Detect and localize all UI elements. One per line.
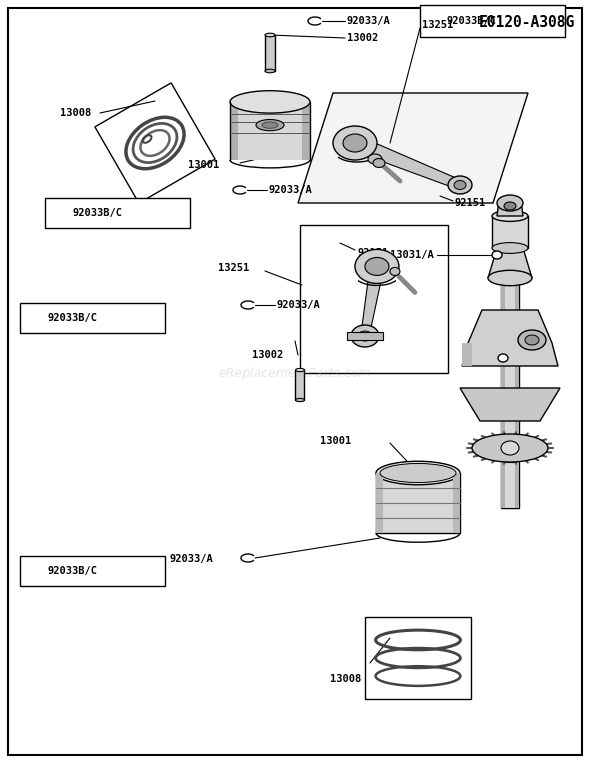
Ellipse shape [262,122,278,128]
Ellipse shape [492,243,528,253]
Polygon shape [462,310,558,366]
Polygon shape [298,93,528,203]
Ellipse shape [365,257,389,275]
Ellipse shape [380,463,456,482]
Polygon shape [230,102,310,160]
Ellipse shape [448,176,472,194]
Polygon shape [460,388,560,421]
Ellipse shape [355,250,399,283]
Ellipse shape [498,354,508,362]
Text: 13008: 13008 [330,674,361,684]
Polygon shape [503,462,517,508]
Polygon shape [95,83,215,203]
Ellipse shape [376,462,460,485]
Text: 92033B/C: 92033B/C [72,208,122,218]
Polygon shape [488,248,532,278]
Text: eReplacementParts.com: eReplacementParts.com [219,366,371,379]
Ellipse shape [333,126,377,160]
Text: 92033B/C: 92033B/C [47,566,97,576]
Bar [365,617,471,699]
Polygon shape [376,473,460,533]
Bar [20,556,165,586]
Text: 13251: 13251 [422,20,453,30]
Bar [45,198,190,228]
Ellipse shape [488,270,532,285]
Polygon shape [296,370,304,400]
Polygon shape [361,266,384,336]
Text: 13251: 13251 [218,263,249,273]
Ellipse shape [472,434,548,462]
Polygon shape [462,343,472,366]
Polygon shape [352,136,462,189]
Ellipse shape [265,69,275,72]
Text: 92151: 92151 [358,248,389,258]
Polygon shape [453,473,460,533]
Ellipse shape [296,369,304,372]
Polygon shape [376,473,383,533]
Ellipse shape [256,120,284,130]
Polygon shape [501,198,505,508]
Text: 92151: 92151 [455,198,486,208]
Text: 92033/A: 92033/A [170,554,214,564]
Ellipse shape [230,91,310,113]
Ellipse shape [368,154,382,164]
Polygon shape [265,35,275,71]
Bar [20,303,165,333]
Ellipse shape [504,202,516,210]
Polygon shape [302,102,310,160]
Text: 92033B/C: 92033B/C [47,313,97,323]
Text: 13001: 13001 [320,436,351,446]
Ellipse shape [492,251,502,259]
Polygon shape [230,102,238,160]
Ellipse shape [492,211,528,221]
Ellipse shape [525,335,539,345]
Polygon shape [515,198,519,508]
Text: 13002: 13002 [347,33,378,43]
Text: 92033/A: 92033/A [277,300,321,310]
Text: 13031/A: 13031/A [390,250,434,260]
Ellipse shape [390,268,400,275]
Text: E0120-A308G: E0120-A308G [478,15,575,30]
Bar [300,225,448,373]
Ellipse shape [265,34,275,37]
Bar [420,5,565,37]
Ellipse shape [351,325,379,347]
Polygon shape [497,200,523,216]
Ellipse shape [497,195,523,211]
Polygon shape [492,216,528,248]
Ellipse shape [518,330,546,350]
Text: 92033/A: 92033/A [347,16,391,26]
Polygon shape [347,332,383,340]
Polygon shape [501,198,519,508]
Ellipse shape [373,159,385,168]
Ellipse shape [501,441,519,455]
Text: 13001: 13001 [188,160,219,170]
Text: 13008: 13008 [60,108,91,118]
Ellipse shape [358,331,372,341]
Ellipse shape [343,134,367,152]
Text: 92033B/C: 92033B/C [447,16,497,26]
Text: 92033/A: 92033/A [269,185,313,195]
Ellipse shape [296,398,304,401]
Ellipse shape [454,181,466,189]
Text: 13002: 13002 [252,350,283,360]
